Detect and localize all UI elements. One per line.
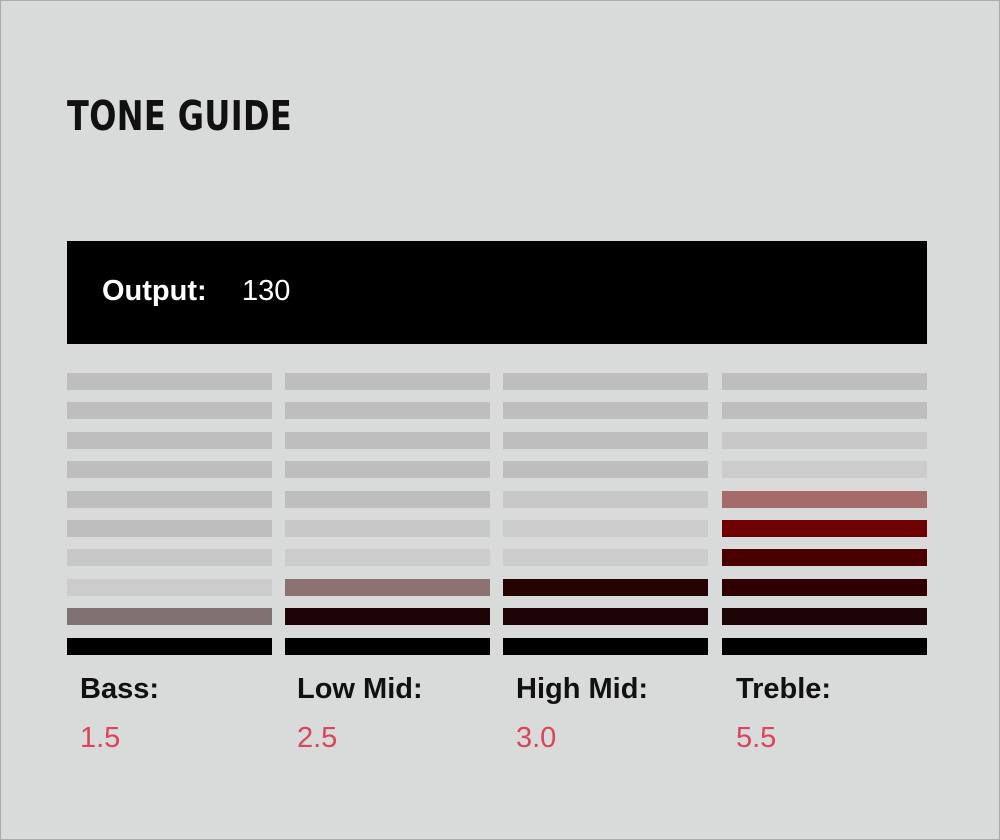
meter-segment	[503, 638, 708, 655]
meter-segment	[722, 579, 927, 596]
low-mid-value: 2.5	[297, 722, 338, 754]
meter-segment	[722, 402, 927, 419]
page-title: TONE GUIDE	[67, 92, 293, 140]
meter-segment	[285, 638, 490, 655]
meter-segment	[67, 520, 272, 537]
output-label: Output:	[102, 275, 207, 307]
high-mid-meter	[503, 373, 708, 658]
meter-segment	[285, 520, 490, 537]
meter-segment	[503, 608, 708, 625]
meter-segment	[67, 432, 272, 449]
meter-segment	[503, 491, 708, 508]
meter-segment	[722, 432, 927, 449]
output-value: 130	[242, 275, 291, 307]
treble-label: Treble:	[736, 673, 832, 705]
meter-segment	[67, 608, 272, 625]
meter-segment	[285, 549, 490, 566]
treble-value: 5.5	[736, 722, 777, 754]
meter-segment	[285, 608, 490, 625]
meter-segment	[67, 549, 272, 566]
meter-segment	[722, 608, 927, 625]
high-mid-value: 3.0	[516, 722, 557, 754]
meter-segment	[285, 402, 490, 419]
meter-segment	[67, 491, 272, 508]
low-mid-label: Low Mid:	[297, 673, 423, 705]
meter-segment	[285, 373, 490, 390]
meter-segment	[67, 579, 272, 596]
bass-meter	[67, 373, 272, 658]
meter-segment	[67, 638, 272, 655]
meter-segment	[285, 461, 490, 478]
meter-segment	[285, 432, 490, 449]
low-mid-meter	[285, 373, 490, 658]
meter-segment	[503, 461, 708, 478]
meter-segment	[722, 549, 927, 566]
tone-meters	[67, 373, 927, 658]
output-bar: Output: 130	[67, 241, 927, 344]
meter-segment	[722, 373, 927, 390]
meter-segment	[285, 491, 490, 508]
bass-value: 1.5	[80, 722, 121, 754]
meter-segment	[503, 402, 708, 419]
meter-segment	[722, 520, 927, 537]
treble-meter	[722, 373, 927, 658]
meter-segment	[503, 373, 708, 390]
meter-segment	[67, 461, 272, 478]
meter-segment	[722, 461, 927, 478]
meter-segment	[67, 373, 272, 390]
meter-segment	[67, 402, 272, 419]
meter-segment	[503, 579, 708, 596]
meter-segment	[722, 638, 927, 655]
meter-segment	[503, 520, 708, 537]
high-mid-label: High Mid:	[516, 673, 649, 705]
meter-segment	[722, 491, 927, 508]
meter-segment	[503, 432, 708, 449]
meter-segment	[285, 579, 490, 596]
meter-segment	[503, 549, 708, 566]
bass-label: Bass:	[80, 673, 159, 705]
